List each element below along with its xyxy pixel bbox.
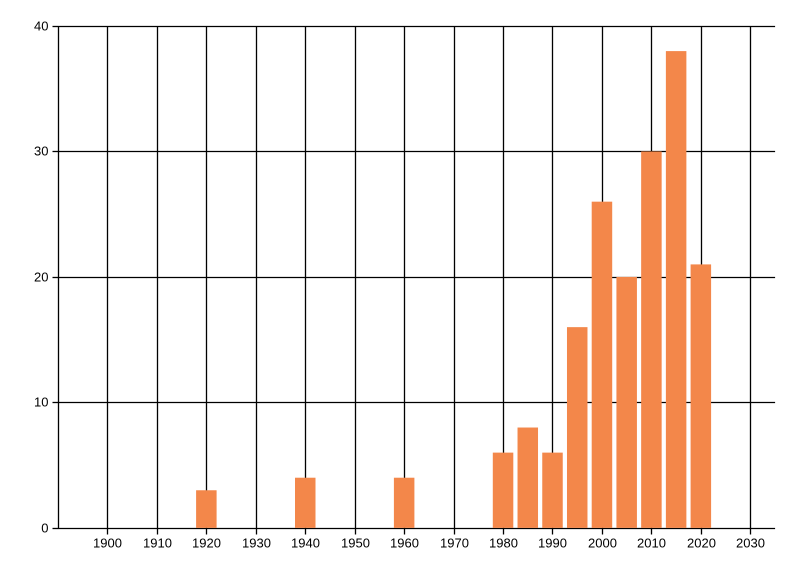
svg-text:1970: 1970 bbox=[440, 536, 469, 551]
svg-text:0: 0 bbox=[41, 521, 48, 536]
svg-text:2010: 2010 bbox=[637, 536, 666, 551]
svg-text:1910: 1910 bbox=[143, 536, 172, 551]
svg-text:1960: 1960 bbox=[390, 536, 419, 551]
svg-text:40: 40 bbox=[34, 19, 48, 34]
svg-text:1900: 1900 bbox=[93, 536, 122, 551]
svg-text:20: 20 bbox=[34, 270, 48, 285]
svg-text:10: 10 bbox=[34, 395, 48, 410]
svg-text:1920: 1920 bbox=[192, 536, 221, 551]
svg-text:1940: 1940 bbox=[291, 536, 320, 551]
svg-text:30: 30 bbox=[34, 144, 48, 159]
svg-text:1930: 1930 bbox=[242, 536, 271, 551]
svg-text:2030: 2030 bbox=[736, 536, 765, 551]
svg-text:2000: 2000 bbox=[588, 536, 617, 551]
svg-text:2020: 2020 bbox=[687, 536, 716, 551]
svg-text:1990: 1990 bbox=[538, 536, 567, 551]
svg-text:1980: 1980 bbox=[489, 536, 518, 551]
svg-text:1950: 1950 bbox=[341, 536, 370, 551]
